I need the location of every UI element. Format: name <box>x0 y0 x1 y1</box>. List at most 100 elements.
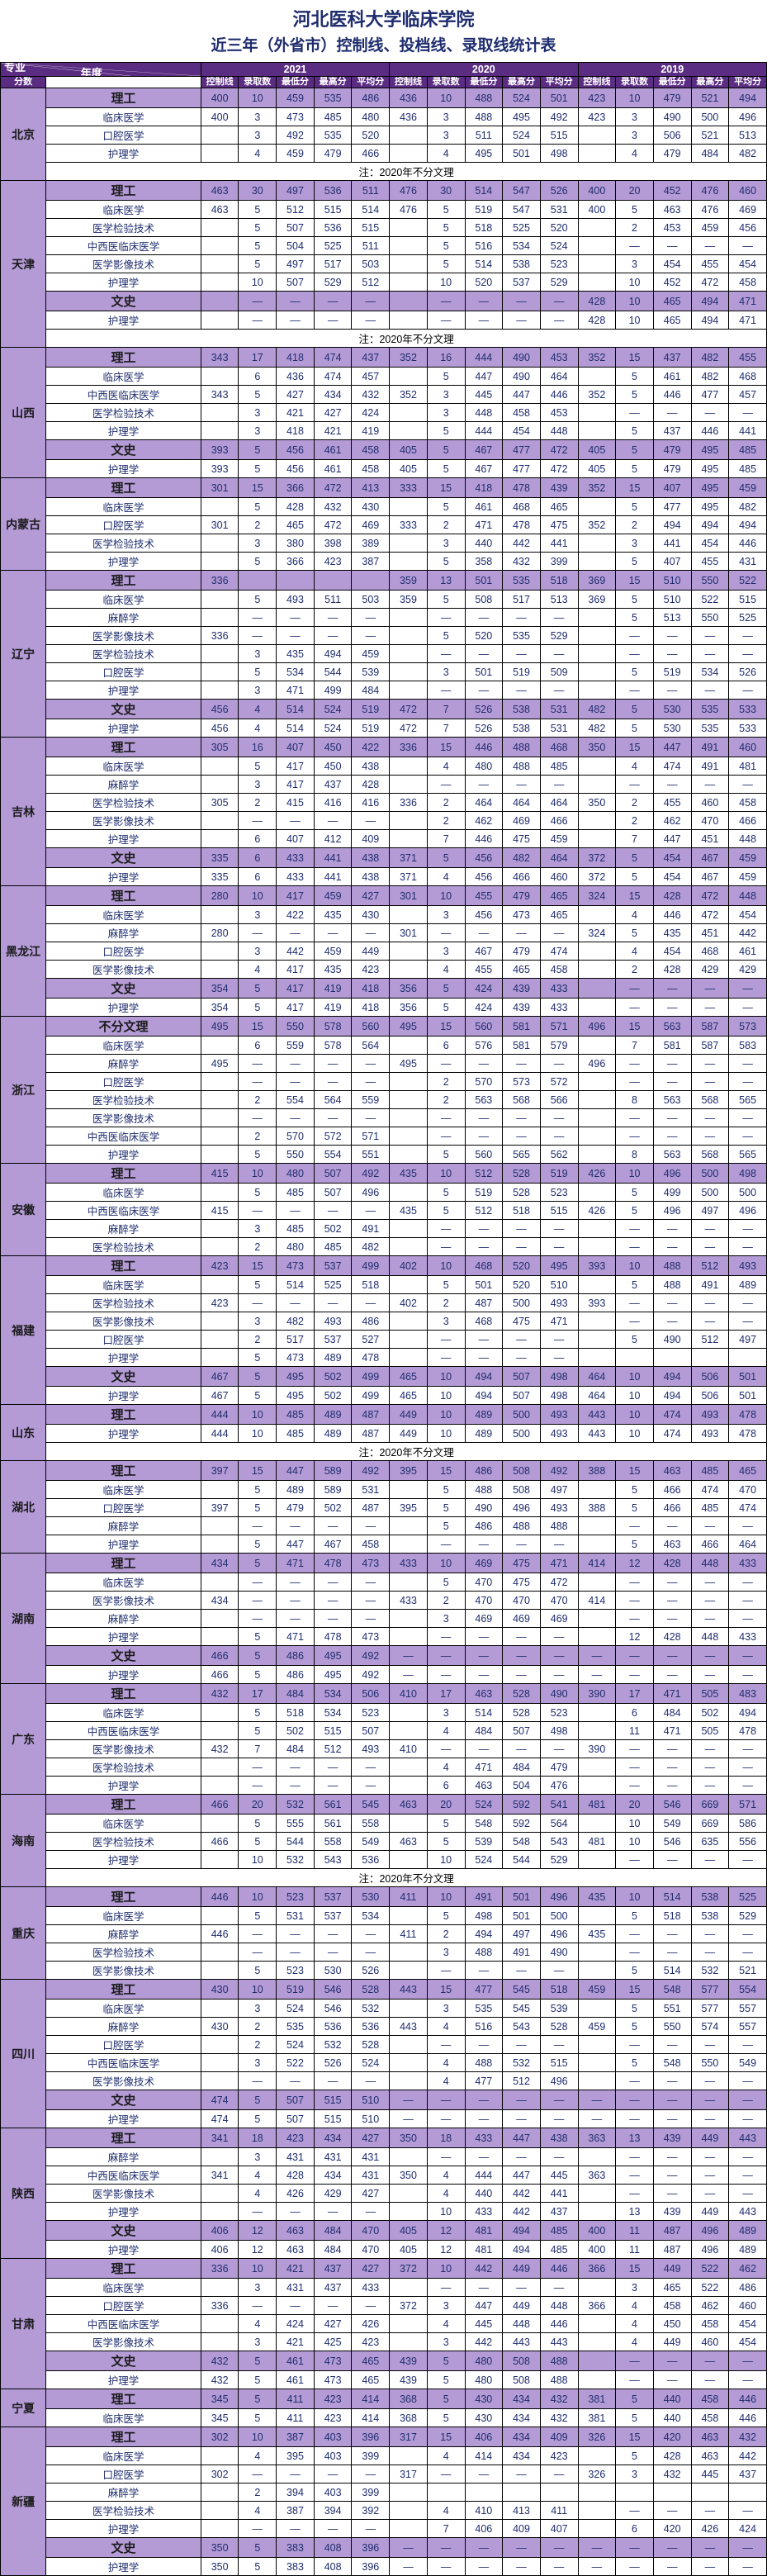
score-value: 3 <box>427 1610 465 1628</box>
score-value: 467 <box>465 942 503 961</box>
score-value: 15 <box>616 1461 654 1481</box>
score-value <box>201 609 239 627</box>
score-value: 428 <box>277 498 315 516</box>
score-value: 429 <box>691 961 729 979</box>
score-value: 555 <box>277 1815 315 1833</box>
score-value: 507 <box>503 1722 541 1740</box>
score-value: 447 <box>653 830 691 848</box>
score-value: — <box>691 2502 729 2520</box>
score-value <box>578 237 616 255</box>
major-label: 临床医学 <box>46 906 201 924</box>
score-value: — <box>729 2090 767 2110</box>
score-value: 444 <box>201 1405 239 1425</box>
score-value: 581 <box>503 1017 541 1037</box>
score-value: 488 <box>465 1481 503 1499</box>
score-value: 478 <box>503 516 541 534</box>
score-value: 587 <box>691 1017 729 1037</box>
score-value: 534 <box>314 1704 352 1722</box>
score-value: 450 <box>314 757 352 776</box>
score-value: — <box>503 292 541 311</box>
score-value: 432 <box>201 1684 239 1704</box>
score-value: 437 <box>352 348 390 368</box>
score-value: 474 <box>729 1499 767 1517</box>
score-value: 7 <box>427 2520 465 2538</box>
score-value: 442 <box>465 2259 503 2279</box>
score-value: — <box>578 1646 616 1666</box>
score-value: 502 <box>314 1367 352 1387</box>
score-value: 490 <box>653 1331 691 1349</box>
score-value: 554 <box>314 1146 352 1164</box>
score-value: 463 <box>465 1777 503 1795</box>
score-value: 420 <box>653 2427 691 2447</box>
score-value: 406 <box>465 2427 503 2447</box>
score-value: — <box>729 1943 767 1962</box>
score-value: — <box>277 1758 315 1777</box>
score-value: — <box>427 2279 465 2297</box>
score-value: 478 <box>729 1405 767 1425</box>
score-value: 459 <box>729 868 767 886</box>
score-value: 495 <box>390 1017 428 1037</box>
score-value <box>201 1146 239 1164</box>
score-value: 4 <box>427 2166 465 2185</box>
score-value: 488 <box>653 1276 691 1294</box>
score-value <box>578 2483 616 2502</box>
score-value: 4 <box>239 2315 277 2333</box>
score-value: 537 <box>314 1907 352 1925</box>
score-value: — <box>277 924 315 942</box>
score-value: 358 <box>465 553 503 571</box>
score-value: 520 <box>465 273 503 292</box>
score-value <box>390 1184 428 1202</box>
table-row: 吉林 理工 305 16 407 450 422 336 15 446 488 468 350 15 447… <box>1 738 767 757</box>
score-value: 443 <box>540 2333 578 2351</box>
score-value <box>540 2483 578 2502</box>
score-value: 447 <box>465 2297 503 2315</box>
score-value <box>465 2483 503 2502</box>
score-value: 538 <box>503 700 541 719</box>
score-value: 439 <box>503 979 541 999</box>
score-value: 524 <box>503 126 541 145</box>
score-value: 408 <box>314 2558 352 2576</box>
score-value <box>390 961 428 979</box>
score-value: 410 <box>390 1684 428 1704</box>
score-value: 565 <box>729 1146 767 1164</box>
score-value: 2 <box>427 812 465 830</box>
score-value: 511 <box>352 181 390 201</box>
score-value: — <box>540 1127 578 1146</box>
score-value: 550 <box>691 609 729 627</box>
score-value: — <box>314 1925 352 1943</box>
score-value: 526 <box>729 663 767 681</box>
score-value: 421 <box>277 2333 315 2351</box>
score-value: — <box>465 681 503 700</box>
score-value: 455 <box>691 553 729 571</box>
score-value: 458 <box>352 1535 390 1554</box>
table-row: 护理学 474 5 507 515 510— — — — — — — — — — <box>1 2110 767 2128</box>
score-value <box>201 1238 239 1256</box>
table-row: 中西医临床医学 415— — — —435 5 512 518 515 426 5 496 497 496 <box>1 1202 767 1220</box>
score-value: 469 <box>503 1610 541 1628</box>
score-value: — <box>540 311 578 330</box>
score-value: — <box>616 645 654 663</box>
score-value: 512 <box>277 201 315 219</box>
major-label: 护理学 <box>46 2558 201 2576</box>
score-value: 387 <box>277 2427 315 2447</box>
score-value <box>578 1815 616 1833</box>
province-label: 广东 <box>1 1684 46 1795</box>
score-value <box>578 906 616 924</box>
score-value: 445 <box>540 2166 578 2185</box>
score-value: 305 <box>201 738 239 757</box>
score-value <box>578 1517 616 1535</box>
score-value: — <box>352 2520 390 2538</box>
score-value: 488 <box>465 1943 503 1962</box>
score-value: 507 <box>352 1722 390 1740</box>
score-value: 456 <box>201 700 239 719</box>
category-band-label: 文史 <box>46 2351 201 2371</box>
category-band-label: 理工 <box>46 181 201 201</box>
score-value: — <box>503 609 541 627</box>
score-value <box>201 2203 239 2221</box>
score-value: 424 <box>465 979 503 999</box>
table-row: 宁夏 理工 345 5 411 423 414 368 5 430 434 432 381 5 440 458… <box>1 2389 767 2409</box>
score-value: 437 <box>314 776 352 794</box>
major-label: 临床医学 <box>46 201 201 219</box>
score-value: — <box>540 645 578 663</box>
major-label: 医学检验技术 <box>46 1833 201 1851</box>
